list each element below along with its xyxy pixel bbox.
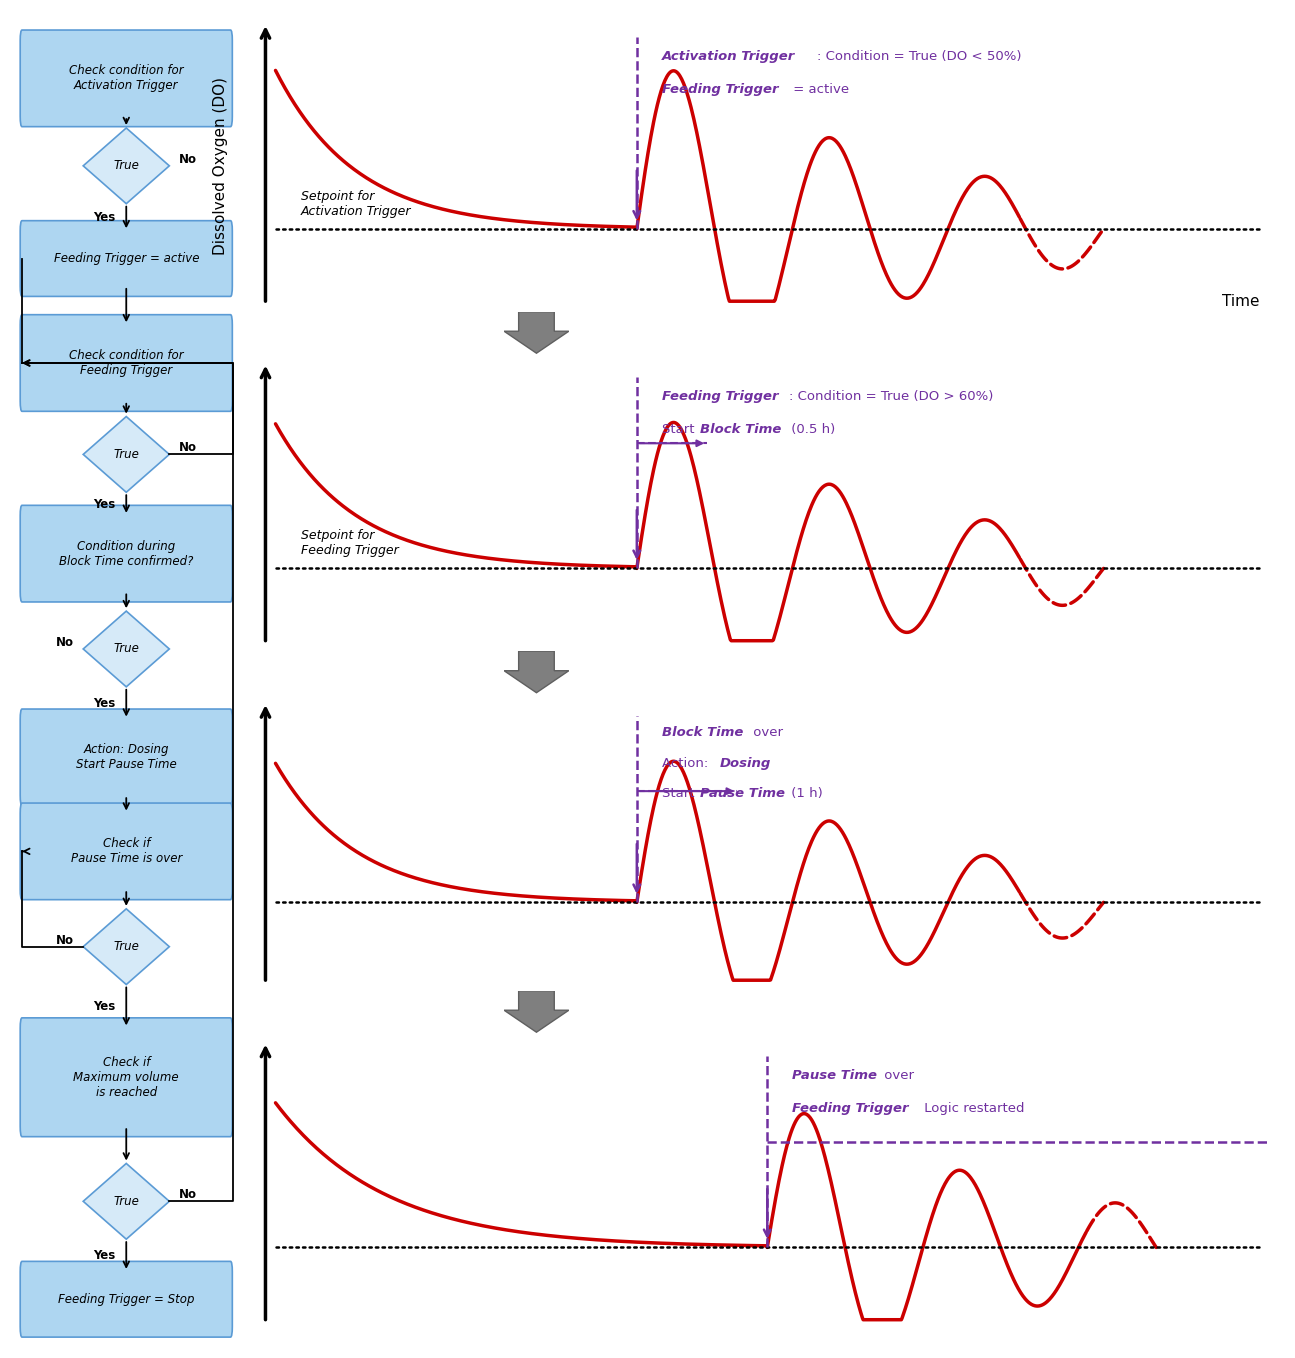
Text: No: No <box>179 1188 197 1202</box>
FancyBboxPatch shape <box>21 221 232 296</box>
Text: Feeding Trigger: Feeding Trigger <box>662 390 778 402</box>
Text: Block Time: Block Time <box>701 422 781 436</box>
Text: Start: Start <box>662 422 699 436</box>
Text: Check if
Maximum volume
is reached: Check if Maximum volume is reached <box>74 1055 179 1099</box>
Text: Action: Dosing
Start Pause Time: Action: Dosing Start Pause Time <box>76 743 176 771</box>
Text: Activation Trigger: Activation Trigger <box>662 50 795 62</box>
FancyBboxPatch shape <box>21 1262 232 1338</box>
Text: True: True <box>114 1195 139 1207</box>
Text: Dissolved Oxygen (DO): Dissolved Oxygen (DO) <box>212 77 228 255</box>
FancyBboxPatch shape <box>21 1018 232 1137</box>
Polygon shape <box>83 417 170 493</box>
Polygon shape <box>83 611 170 687</box>
FancyArrow shape <box>504 311 569 353</box>
Text: Pause Time: Pause Time <box>793 1069 878 1081</box>
FancyBboxPatch shape <box>21 315 232 411</box>
Text: (0.5 h): (0.5 h) <box>787 422 835 436</box>
Text: Yes: Yes <box>93 999 115 1013</box>
FancyBboxPatch shape <box>21 505 232 602</box>
Text: Yes: Yes <box>93 1249 115 1262</box>
Text: Check condition for
Activation Trigger: Check condition for Activation Trigger <box>69 64 184 92</box>
Text: Setpoint for
Feeding Trigger: Setpoint for Feeding Trigger <box>300 530 399 557</box>
Text: Condition during
Block Time confirmed?: Condition during Block Time confirmed? <box>60 539 193 568</box>
FancyArrow shape <box>504 650 569 693</box>
Text: Setpoint for
Activation Trigger: Setpoint for Activation Trigger <box>300 190 411 217</box>
Text: Feeding Trigger = active: Feeding Trigger = active <box>53 253 199 265</box>
Text: Yes: Yes <box>93 210 115 224</box>
Text: No: No <box>179 441 197 455</box>
Text: True: True <box>114 448 139 460</box>
Text: Logic restarted: Logic restarted <box>919 1101 1024 1115</box>
Text: No: No <box>56 934 74 947</box>
FancyArrow shape <box>504 991 569 1032</box>
Text: Action:: Action: <box>662 756 712 770</box>
FancyBboxPatch shape <box>21 803 232 900</box>
Text: : Condition = True (DO > 60%): : Condition = True (DO > 60%) <box>790 390 993 402</box>
FancyBboxPatch shape <box>21 709 232 805</box>
Text: = active: = active <box>790 83 850 96</box>
FancyBboxPatch shape <box>21 30 232 126</box>
Text: Yes: Yes <box>93 697 115 710</box>
Text: Dosing: Dosing <box>720 756 772 770</box>
Text: over: over <box>879 1069 914 1081</box>
Text: Block Time: Block Time <box>662 727 743 739</box>
Text: True: True <box>114 159 139 172</box>
Text: Feeding Trigger: Feeding Trigger <box>662 83 778 96</box>
Text: Feeding Trigger = Stop: Feeding Trigger = Stop <box>58 1293 194 1306</box>
Text: Check condition for
Feeding Trigger: Check condition for Feeding Trigger <box>69 349 184 378</box>
Polygon shape <box>83 1164 170 1238</box>
Text: over: over <box>750 727 783 739</box>
Text: No: No <box>179 153 197 166</box>
Text: Yes: Yes <box>93 497 115 511</box>
Text: True: True <box>114 642 139 656</box>
Text: True: True <box>114 940 139 953</box>
Text: : Condition = True (DO < 50%): : Condition = True (DO < 50%) <box>817 50 1022 62</box>
Polygon shape <box>83 128 170 204</box>
Text: Pause Time: Pause Time <box>701 788 785 800</box>
Polygon shape <box>83 909 170 985</box>
Text: Start: Start <box>662 788 699 800</box>
Text: No: No <box>56 636 74 649</box>
Text: (1 h): (1 h) <box>787 788 824 800</box>
Text: Check if
Pause Time is over: Check if Pause Time is over <box>70 838 183 865</box>
Text: Feeding Trigger: Feeding Trigger <box>793 1101 909 1115</box>
Text: Time: Time <box>1221 295 1259 310</box>
